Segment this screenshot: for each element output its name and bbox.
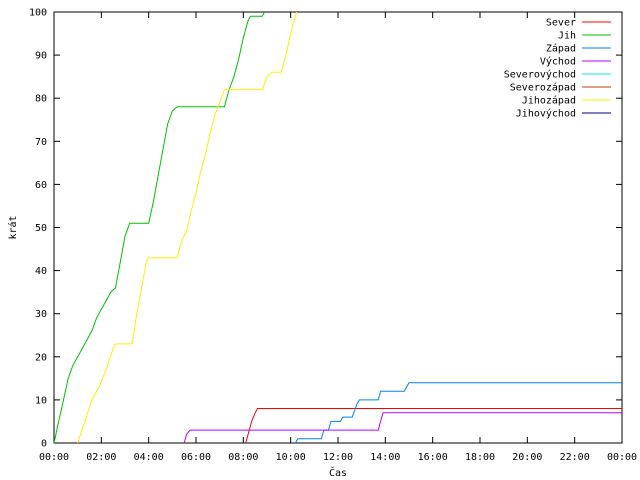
legend-label: Jihovýchod: [516, 108, 576, 120]
y-tick-label: 10: [35, 395, 47, 406]
series-line-7: [77, 11, 298, 444]
legend-label: Jih: [558, 31, 576, 42]
x-tick-label: 14:00: [370, 452, 400, 463]
x-tick-label: 16:00: [418, 452, 448, 463]
legend: Sever JihZápadVýchodSeverovýchodSeverozáp…: [504, 18, 611, 120]
y-axis-label: krát: [7, 215, 19, 239]
y-tick-label: 20: [35, 352, 47, 363]
series-line-4: [183, 412, 622, 444]
x-tick-label: 02:00: [86, 452, 116, 463]
y-tick-label: 70: [35, 137, 47, 148]
x-tick-label: 10:00: [276, 452, 306, 463]
y-tick-label: 0: [41, 439, 47, 450]
legend-label: Jihozápad: [522, 95, 576, 107]
legend-label: Sever: [546, 18, 576, 29]
x-tick-label: 00:00: [607, 452, 637, 463]
series-line-2: [53, 11, 266, 444]
x-axis-label: Čas: [329, 466, 347, 479]
x-axis-ticks: 00:00 02:00 04:00 06:00 08:00 10:00 12:00 14:00…: [39, 12, 637, 463]
series-layer: [53, 11, 622, 444]
legend-label: Severovýchod: [504, 69, 576, 81]
y-tick-label: 100: [29, 8, 47, 19]
x-tick-label: 22:00: [560, 452, 590, 463]
legend-label: Západ: [546, 43, 576, 55]
y-tick-label: 60: [35, 180, 47, 191]
y-axis-ticks: 0 10 20 30 40 50 60 70 80 90 100: [29, 8, 622, 450]
x-tick-label: 18:00: [465, 452, 495, 463]
x-tick-label: 00:00: [39, 452, 69, 463]
y-tick-label: 80: [35, 94, 47, 105]
x-tick-label: 20:00: [512, 452, 542, 463]
y-tick-label: 90: [35, 51, 47, 62]
legend-label: Východ: [540, 56, 576, 68]
legend-label: Severozápad: [510, 82, 576, 94]
series-line-3: [294, 382, 622, 444]
x-tick-label: 04:00: [134, 452, 164, 463]
x-tick-label: 08:00: [228, 452, 258, 463]
series-line-1: [245, 408, 622, 444]
y-tick-label: 50: [35, 223, 47, 234]
y-tick-label: 30: [35, 309, 47, 320]
x-tick-label: 06:00: [181, 452, 211, 463]
x-tick-label: 12:00: [323, 452, 353, 463]
y-tick-label: 40: [35, 266, 47, 277]
